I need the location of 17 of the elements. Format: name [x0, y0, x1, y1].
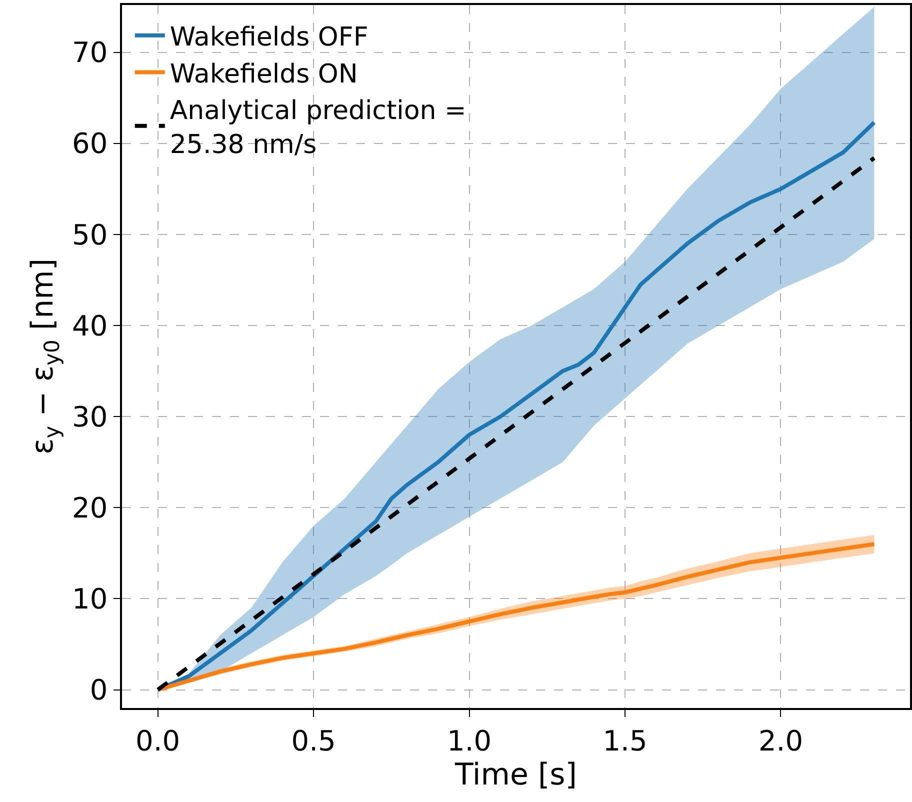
- x-tick-label: 0.0: [136, 724, 180, 758]
- y-tick-label: 40: [72, 309, 108, 342]
- x-tick-label: 2.0: [758, 724, 804, 758]
- x-tick-label: 0.5: [291, 724, 336, 758]
- legend-label: Analytical prediction = 25.38 nm/s: [170, 96, 466, 160]
- legend-label: Wakefields OFF: [170, 22, 368, 53]
- x-tick-label: 1.5: [602, 724, 648, 758]
- y-tick-label: 10: [72, 582, 108, 616]
- y-tick-label: 50: [72, 218, 108, 252]
- y-tick-label: 20: [72, 491, 108, 524]
- x-axis-title: Time [s]: [454, 757, 577, 792]
- y-tick-label: 30: [72, 400, 108, 434]
- y-tick-label: 0: [90, 674, 108, 707]
- y-tick-label: 60: [72, 127, 108, 160]
- y-tick-label: 70: [72, 36, 108, 70]
- legend-label: Wakefields ON: [170, 59, 358, 90]
- x-tick-label: 1.0: [447, 724, 492, 758]
